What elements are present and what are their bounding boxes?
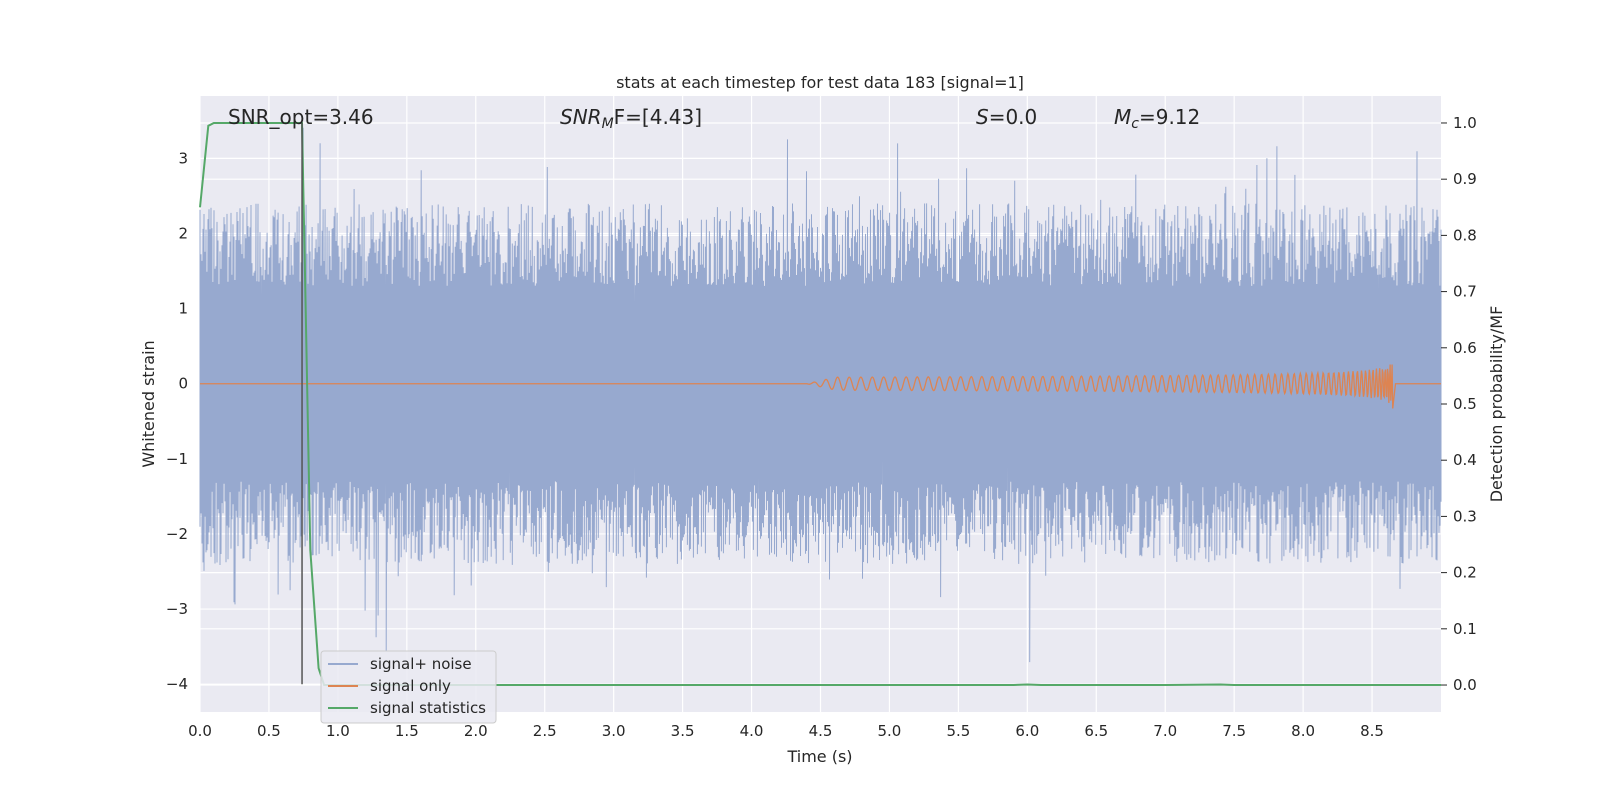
y2-tick-label: 1.0 xyxy=(1453,114,1477,132)
signal-noise-line xyxy=(199,127,1442,663)
y-tick-label: −2 xyxy=(166,525,188,543)
y2-tick-label: 0.6 xyxy=(1453,339,1477,357)
x-tick-label: 4.5 xyxy=(809,722,833,740)
legend-box xyxy=(320,650,497,724)
legend-label-signal-only: signal only xyxy=(370,677,451,695)
y2-tick-label: 0.8 xyxy=(1453,226,1477,244)
x-tick-label: 2.0 xyxy=(464,722,488,740)
annotation-snr-opt: SNR_opt=3.46 xyxy=(228,105,374,129)
y-axis-ticks: 3 2 1 0 −1 −2 −3 −4 xyxy=(166,149,188,693)
y2-tick-label: 0.2 xyxy=(1453,564,1477,582)
y-tick-label: 3 xyxy=(178,149,188,167)
y2-tick-label: 0.1 xyxy=(1453,620,1477,638)
y-tick-label: 1 xyxy=(178,300,188,318)
y-tick-label: −3 xyxy=(166,600,188,618)
x-tick-label: 6.5 xyxy=(1084,722,1108,740)
y-tick-label: 2 xyxy=(178,224,188,242)
y2-tick-label: 0.4 xyxy=(1453,451,1477,469)
x-tick-label: 2.5 xyxy=(533,722,557,740)
x-tick-label: 3.5 xyxy=(671,722,695,740)
y2-tick-label: 0.7 xyxy=(1453,283,1477,301)
x-tick-label: 8.5 xyxy=(1360,722,1384,740)
legend: signal+ noise signal only signal statist… xyxy=(320,650,497,724)
legend-label-signal-noise: signal+ noise xyxy=(370,655,472,673)
legend-label-signal-statistics: signal statistics xyxy=(370,699,486,717)
y-axis-label: Whitened strain xyxy=(139,340,158,467)
y2-axis-label: Detection probability/MF xyxy=(1487,306,1506,503)
chart-title: stats at each timestep for test data 183… xyxy=(616,73,1024,92)
x-axis-label: Time (s) xyxy=(786,747,852,766)
x-tick-label: 0.5 xyxy=(257,722,281,740)
x-axis-ticks: 0.0 0.5 1.0 1.5 2.0 2.5 3.0 3.5 4.0 4.5 5.0 5.5 6.0 6… xyxy=(188,722,1384,740)
y2-axis-ticks: 1.0 0.9 0.8 0.7 0.6 0.5 0.4 0.3 0.2 0.1 0.0 xyxy=(1441,114,1477,694)
y2-tick-label: 0.3 xyxy=(1453,507,1477,525)
series-signal-only xyxy=(200,364,1441,409)
x-tick-label: 4.0 xyxy=(740,722,764,740)
y2-tick-label: 0.9 xyxy=(1453,170,1477,188)
x-tick-label: 8.0 xyxy=(1291,722,1315,740)
x-tick-label: 0.0 xyxy=(188,722,212,740)
x-tick-label: 6.0 xyxy=(1015,722,1039,740)
x-tick-label: 3.0 xyxy=(602,722,626,740)
annotation-s-stat: S=0.0 xyxy=(976,105,1037,129)
y-tick-label: −1 xyxy=(166,450,188,468)
x-tick-label: 7.5 xyxy=(1222,722,1246,740)
y2-tick-label: 0.5 xyxy=(1453,395,1477,413)
x-tick-label: 7.0 xyxy=(1153,722,1177,740)
signal-only-line xyxy=(200,364,1441,409)
y-tick-label: 0 xyxy=(178,375,188,393)
x-tick-label: 1.0 xyxy=(326,722,350,740)
x-tick-label: 1.5 xyxy=(395,722,419,740)
y2-tick-label: 0.0 xyxy=(1453,676,1477,694)
y-tick-label: −4 xyxy=(166,675,188,693)
x-tick-label: 5.0 xyxy=(878,722,902,740)
annotation-snr-mf: SNRMF=[4.43] xyxy=(560,105,702,132)
x-tick-label: 5.5 xyxy=(946,722,970,740)
series-signal-noise xyxy=(199,127,1442,663)
annotation-mc: Mc=9.12 xyxy=(1114,105,1200,132)
